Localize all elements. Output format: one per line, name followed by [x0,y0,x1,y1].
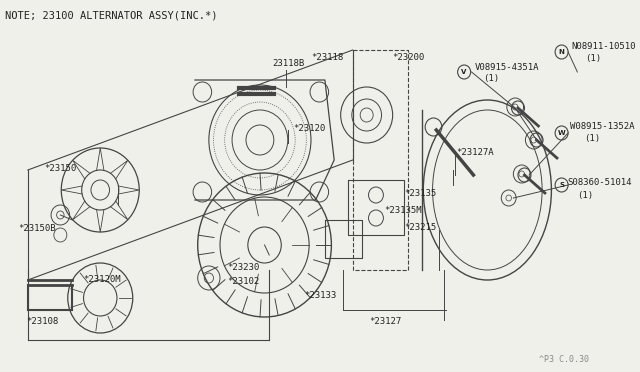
Text: S08360-51014: S08360-51014 [567,177,632,186]
Text: W08915-1352A: W08915-1352A [570,122,634,131]
Text: *23127: *23127 [369,317,402,327]
Text: *23215: *23215 [404,222,436,231]
Text: ^P3 C.0.30: ^P3 C.0.30 [540,355,589,364]
Text: NOTE; 23100 ALTERNATOR ASSY(INC.*): NOTE; 23100 ALTERNATOR ASSY(INC.*) [4,10,217,20]
Text: *23133: *23133 [305,292,337,301]
Text: S: S [559,182,564,188]
Text: (1): (1) [585,54,601,62]
Text: *23108: *23108 [26,317,58,327]
Text: *23127A: *23127A [457,148,494,157]
Text: (1): (1) [483,74,499,83]
Text: W: W [557,130,566,136]
Text: *23150B: *23150B [19,224,56,232]
Text: *23200: *23200 [392,52,424,61]
Text: *23120: *23120 [293,124,326,132]
Text: N08911-10510: N08911-10510 [572,42,636,51]
Text: (1): (1) [584,134,600,142]
Text: *23102: *23102 [227,278,260,286]
Text: *23120M: *23120M [84,276,121,285]
Text: (1): (1) [577,190,593,199]
Text: V08915-4351A: V08915-4351A [474,62,539,71]
Text: *23135M: *23135M [384,205,422,215]
Text: *23150: *23150 [45,164,77,173]
Text: *23118: *23118 [311,52,343,61]
Text: *23230: *23230 [227,263,260,273]
Text: *23135: *23135 [404,189,436,198]
Text: 23118B: 23118B [272,58,304,67]
Text: N: N [559,49,564,55]
Text: V: V [461,69,467,75]
